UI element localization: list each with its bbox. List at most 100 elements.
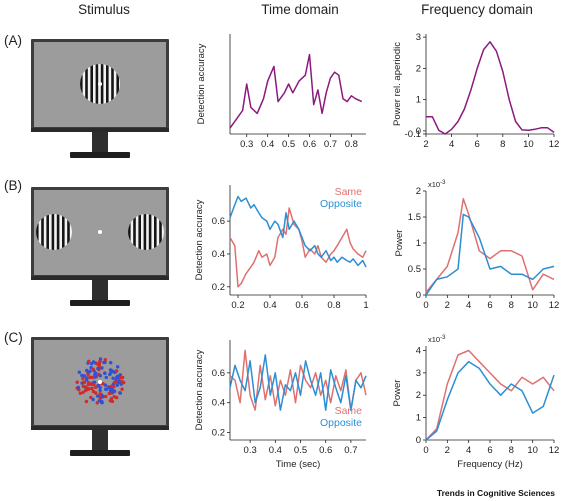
monitor-stand-base — [70, 450, 130, 456]
monitor-stand-base — [70, 152, 130, 158]
y-tick-label: 3 — [416, 32, 421, 43]
blue-dot — [77, 370, 81, 374]
x-tick-label: 0.4 — [261, 139, 274, 150]
monitor-chin — [31, 276, 169, 280]
fixation-point — [98, 380, 102, 384]
red-dot — [92, 382, 96, 387]
red-dot — [82, 380, 86, 384]
x-tick-label: 10 — [527, 445, 538, 456]
blue-dot — [112, 389, 117, 393]
y-tick-label: 0.5 — [408, 264, 421, 275]
y-tick-label: 0.2 — [212, 282, 225, 293]
red-dot — [103, 358, 108, 362]
red-dot — [108, 399, 113, 403]
x-axis-label: Time (sec) — [276, 459, 321, 470]
legend-entry-opposite: Opposite — [320, 417, 362, 429]
red-dot — [81, 384, 85, 388]
y-tick-label: 0.4 — [212, 249, 225, 260]
blue-dot — [96, 394, 100, 398]
red-dot — [81, 376, 85, 381]
red-dot — [85, 387, 89, 392]
y-tick-label: 2 — [416, 186, 421, 197]
blue-dot — [98, 357, 103, 361]
x-tick-label: 0.7 — [344, 445, 357, 456]
x-tick-label: 6 — [475, 139, 480, 150]
red-dot — [86, 372, 90, 377]
y-axis-label: Power rel. aperiodic — [392, 42, 403, 126]
blue-dot — [115, 374, 120, 378]
blue-dot — [103, 371, 107, 375]
blue-dot — [104, 387, 108, 391]
blue-dot — [100, 400, 104, 405]
x-tick-label: 4 — [466, 445, 471, 456]
blue-dot — [98, 385, 102, 390]
series-line-same — [425, 349, 555, 441]
x-tick-label: 0.4 — [269, 445, 282, 456]
red-dot — [119, 375, 123, 380]
x-tick-label: 8 — [509, 445, 514, 456]
y-axis-label: Detection accuracy — [196, 43, 207, 124]
series-line-opposite — [229, 195, 367, 268]
y-axis-label: Power — [392, 380, 403, 407]
blue-dot — [111, 376, 115, 380]
column-heading-frequency-domain: Frequency domain — [421, 2, 533, 17]
y-axis-label: Detection accuracy — [194, 349, 205, 430]
grating-patch — [128, 214, 164, 250]
red-dot — [89, 395, 93, 400]
blue-dot — [98, 374, 103, 378]
column-heading-stimulus: Stimulus — [78, 2, 130, 17]
y-tick-label: 1.5 — [408, 212, 421, 223]
red-dot — [98, 392, 102, 396]
y-tick-label: -0.1 — [405, 129, 421, 140]
frequency-domain-plot-b: 0 2 4 6 8 10 12 0 0.5 1 1.5 2 Power x10-3 — [394, 180, 559, 311]
x-tick-label: 0.6 — [303, 139, 316, 150]
y-tick-label: 0 — [416, 126, 421, 137]
x-tick-label: 0.2 — [231, 300, 244, 311]
x-tick-label: 4 — [466, 300, 471, 311]
monitor-chin — [31, 128, 169, 132]
x-tick-label: 0.8 — [327, 300, 340, 311]
blue-dot — [85, 378, 89, 382]
y-tick-label: 0 — [416, 435, 421, 446]
legend-entry-same: Same — [335, 405, 363, 417]
red-dot — [90, 386, 94, 391]
row-label-c: (C) — [4, 330, 23, 345]
red-dot — [75, 380, 79, 384]
y-tick-label: 2 — [416, 390, 421, 401]
blue-dot — [109, 371, 113, 375]
blue-dot — [76, 385, 81, 390]
x-tick-label: 6 — [487, 300, 492, 311]
time-domain-plot-a: 0.3 0.4 0.5 0.6 0.7 0.8 Detection accuracy — [196, 34, 366, 150]
blue-dot — [85, 368, 89, 373]
x-tick-label: 0.6 — [295, 300, 308, 311]
stimulus-monitor-two-gratings — [31, 187, 169, 306]
x-tick-label: 0 — [423, 445, 428, 456]
series-line-single — [229, 53, 363, 129]
x-tick-label: 8 — [509, 300, 514, 311]
x-tick-label: 6 — [487, 445, 492, 456]
blue-dot — [109, 361, 113, 365]
series-line-opposite — [229, 354, 367, 411]
x-tick-label: 12 — [549, 445, 560, 456]
red-dot — [78, 391, 82, 395]
blue-dot — [118, 373, 123, 377]
series-line-same — [229, 207, 367, 288]
blue-dot — [88, 369, 92, 373]
y-tick-label: 3 — [416, 368, 421, 379]
x-tick-label: 0.3 — [244, 445, 257, 456]
red-dot — [89, 382, 93, 386]
blue-dot — [102, 360, 106, 365]
red-dot — [109, 384, 114, 388]
red-dot — [120, 387, 124, 391]
blue-dot — [91, 360, 96, 364]
fixation-point — [98, 230, 102, 234]
y-tick-label: 4 — [416, 345, 421, 356]
legend-entry-same: Same — [335, 186, 363, 198]
time-domain-plot-c: 0.3 0.4 0.5 0.6 0.7 0.2 0.4 0.6 Detection accura… — [194, 340, 367, 470]
monitor-chin — [31, 426, 169, 430]
blue-dot — [118, 391, 123, 395]
series-line-opposite — [425, 213, 555, 296]
stimulus-monitor-single-grating — [31, 39, 169, 158]
stimulus-monitor-dots — [31, 337, 169, 456]
